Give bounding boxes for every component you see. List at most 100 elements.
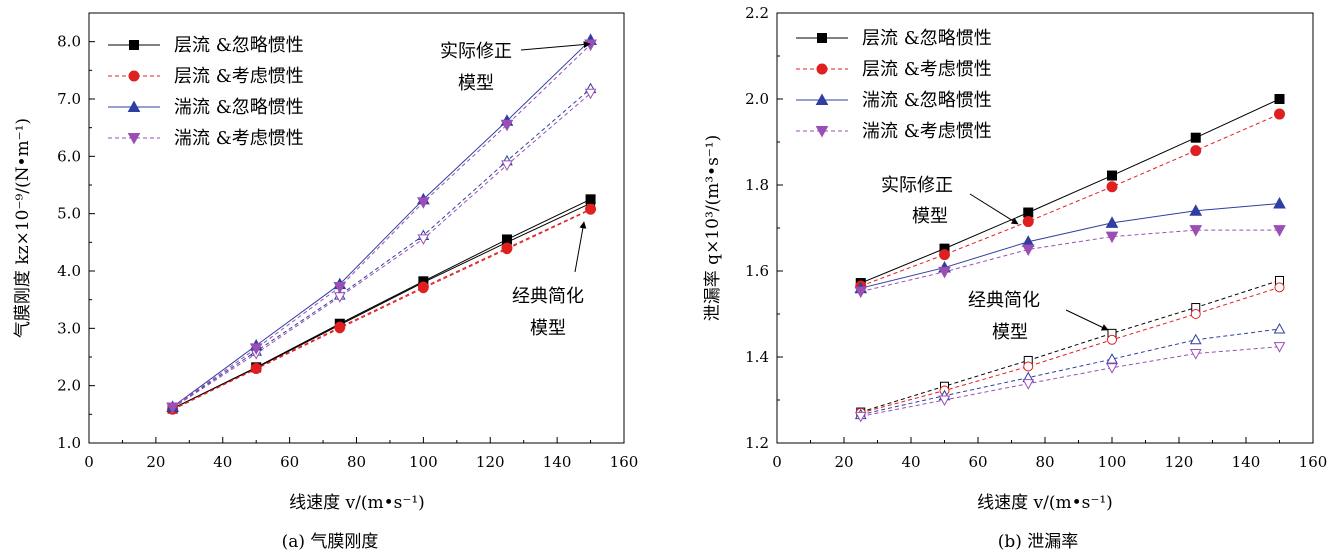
x-tick-label-a-3: 60 — [280, 453, 299, 471]
y-tick-label-a-1: 2.0 — [57, 377, 81, 395]
series-line-b-1 — [860, 113, 1280, 287]
series-point-b-2-4 — [1189, 204, 1203, 216]
series-point-a-3-4 — [500, 119, 514, 132]
legend-label-a-3: 湍流 &考虑惯性 — [174, 128, 304, 149]
panel-b: 0 20 40 60 80 100 120 140 1601.21.41.61.82.02.2 … — [703, 4, 1327, 552]
legend-marker-a-2 — [127, 100, 141, 112]
plot-frame-a — [88, 12, 625, 444]
series-point-b-1-2 — [1022, 216, 1034, 228]
annotation-classic-b-line1: 经典简化 — [968, 290, 1040, 311]
series-point-b-0-3 — [1107, 170, 1117, 181]
series-line-a-1 — [172, 208, 591, 410]
classic-point-b-3-0 — [854, 411, 867, 423]
panel-a: 0 20 40 60 80 100 120 140 160 1.0 2.0 3.0 4.0 5.0 6.0 7… — [13, 12, 638, 552]
legend-label-b-2: 湍流 &忽略惯性 — [862, 90, 992, 111]
classic-point-b-1-5 — [1274, 282, 1285, 293]
y-axis-label-a: 气膜刚度 kz×10⁻⁹/(N•m⁻¹) — [13, 118, 33, 338]
series-line-b-0 — [860, 98, 1280, 284]
legend-label-b-3: 湍流 &考虑惯性 — [862, 121, 992, 142]
x-tick-label-b-4: 80 — [1035, 453, 1054, 471]
y-tick-label-b-0: 1.2 — [745, 434, 769, 452]
legend-label-b-0: 层流 &忽略惯性 — [862, 28, 992, 49]
y-tick-label-a-7: 8.0 — [57, 33, 81, 51]
classic-line-a-1 — [172, 209, 591, 411]
annotation-classic-a: 经典简化 模型 — [512, 221, 587, 339]
classic-point-b-3-2 — [1022, 379, 1035, 390]
series-point-b-1-3 — [1106, 181, 1118, 193]
x-tick-label-b-8: 160 — [1299, 453, 1328, 471]
x-tick-label-a-0: 0 — [84, 453, 94, 471]
annotation-actual-b-line2: 模型 — [912, 206, 948, 227]
y-tick-label-a-5: 6.0 — [57, 147, 81, 165]
classic-point-a-3-4 — [501, 160, 513, 171]
series-line-a-3 — [172, 44, 591, 408]
classic-line-b-3 — [860, 346, 1280, 417]
y-tick-label-b-3: 1.8 — [745, 176, 769, 194]
annotation-classic-a-arrow — [574, 221, 587, 273]
series-point-a-3-2 — [333, 282, 347, 294]
series-point-a-1-1 — [250, 362, 262, 374]
legend-label-b-1: 层流 &考虑惯性 — [862, 59, 992, 80]
classic-point-b-3-1 — [938, 395, 951, 407]
legend-marker-b-2 — [815, 93, 829, 105]
caption-b: (b) 泄漏率 — [998, 532, 1079, 552]
annotation-actual-a-line1: 实际修正 — [440, 41, 512, 62]
series-point-b-3-1 — [938, 266, 951, 279]
classic-line-b-2 — [860, 328, 1280, 416]
annotation-classic-b-line2: 模型 — [992, 322, 1028, 343]
series-point-a-1-3 — [417, 281, 429, 293]
legend-label-a-1: 层流 &考虑惯性 — [174, 66, 304, 87]
series-line-a-2 — [172, 39, 591, 408]
annotation-classic-b-arrow — [1065, 309, 1109, 331]
x-tick-label-b-5: 100 — [1098, 453, 1127, 471]
classic-point-b-2-3 — [1106, 353, 1118, 364]
x-tick-label-a-7: 140 — [543, 453, 572, 471]
series-point-b-3-3 — [1105, 231, 1119, 244]
legend-marker-a-0 — [129, 40, 139, 50]
x-tick-label-b-0: 0 — [772, 453, 782, 471]
x-tick-label-b-1: 20 — [834, 453, 853, 471]
x-axis-label-a: 线速度 v/(m•s⁻¹) — [289, 493, 425, 513]
y-tick-label-a-2: 3.0 — [57, 319, 81, 337]
annotation-actual-a-line2: 模型 — [458, 73, 494, 94]
y-axis-label-b: 泄漏率 q×10³/(m³•s⁻¹) — [703, 135, 723, 321]
classic-line-b-0 — [860, 279, 1280, 413]
classic-point-b-3-4 — [1189, 349, 1202, 360]
x-tick-label-a-5: 100 — [409, 453, 438, 471]
plot-frame-b — [776, 12, 1314, 444]
legend-marker-b-0 — [817, 33, 827, 43]
series-line-b-2 — [860, 202, 1280, 289]
legend-marker-b-1 — [816, 63, 828, 75]
series-point-b-2-3 — [1105, 216, 1119, 228]
x-tick-label-a-6: 120 — [476, 453, 505, 471]
annotation-classic-a-line1: 经典简化 — [512, 286, 584, 307]
annotation-actual-a-arrow — [520, 41, 591, 51]
legend-marker-a-1 — [128, 70, 140, 82]
y-tick-label-b-2: 1.6 — [745, 262, 769, 280]
x-tick-label-b-3: 60 — [968, 453, 987, 471]
classic-point-b-1-4 — [1190, 309, 1201, 319]
annotation-actual-b-arrow — [969, 193, 1019, 225]
series-point-b-0-5 — [1274, 94, 1285, 104]
legend-marker-b-3 — [815, 126, 829, 138]
series-point-a-3-0 — [166, 402, 179, 414]
y-tick-label-a-6: 7.0 — [57, 90, 81, 108]
annotation-actual-b: 实际修正 模型 — [881, 175, 1019, 227]
series-point-b-3-5 — [1273, 225, 1286, 237]
series-point-b-1-4 — [1190, 145, 1202, 157]
series-point-b-2-5 — [1273, 196, 1286, 209]
series-point-a-1-5 — [585, 203, 597, 215]
x-tick-label-b-2: 40 — [901, 453, 920, 471]
x-axis-label-b: 线速度 v/(m•s⁻¹) — [977, 493, 1113, 513]
series-point-a-3-1 — [249, 343, 263, 355]
classic-point-b-2-4 — [1189, 333, 1202, 345]
x-tick-label-a-1: 20 — [146, 453, 165, 471]
y-tick-label-b-5: 2.2 — [745, 4, 769, 22]
annotation-classic-a-line2: 模型 — [530, 318, 566, 339]
series-point-b-3-0 — [854, 286, 868, 299]
series-line-a-0 — [172, 198, 591, 410]
caption-a: (a) 气膜刚度 — [282, 532, 379, 552]
series-point-a-0-5 — [585, 194, 596, 205]
